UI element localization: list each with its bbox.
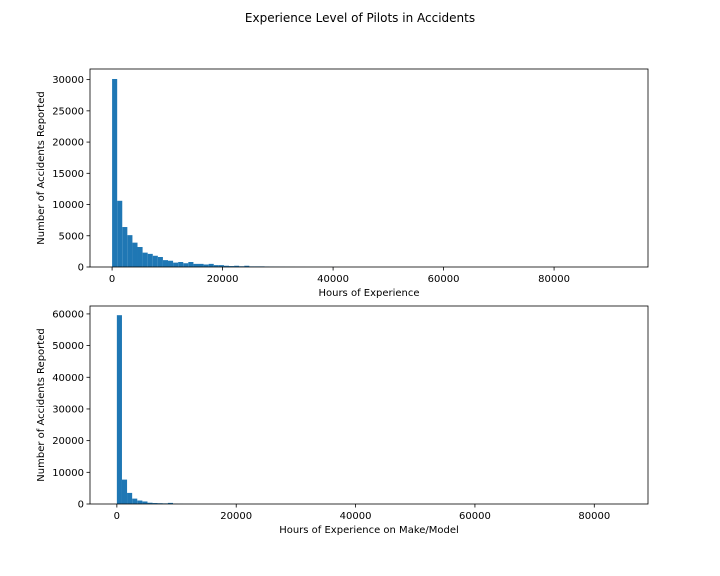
y-tick-label: 30000 xyxy=(52,75,84,86)
histogram-bar xyxy=(188,262,194,267)
histogram-bar xyxy=(198,263,204,267)
histogram-bar xyxy=(137,500,143,504)
y-tick-label: 30000 xyxy=(52,404,84,415)
histogram-bar xyxy=(137,247,143,267)
histogram-bar xyxy=(121,479,128,504)
x-tick-label: 20000 xyxy=(207,274,239,285)
x-tick-label: 80000 xyxy=(578,511,610,522)
histogram-bar xyxy=(152,255,158,267)
histogram-bar xyxy=(223,265,229,267)
histogram-bar xyxy=(132,242,138,267)
histogram-bar xyxy=(167,502,173,504)
histogram-bar xyxy=(193,263,199,267)
y-tick-label: 40000 xyxy=(52,373,84,384)
histogram-bar xyxy=(122,227,128,267)
histogram-bar xyxy=(147,253,153,267)
histogram-bar xyxy=(244,265,250,267)
y-tick-label: 10000 xyxy=(52,468,84,479)
y-tick-label: 10000 xyxy=(52,200,84,211)
y-tick-label: 0 xyxy=(78,500,84,511)
histogram-bar xyxy=(116,315,122,504)
histogram-bar xyxy=(127,235,133,267)
x-axis-label: Hours of Experience on Make/Model xyxy=(279,525,459,536)
axes-frame xyxy=(89,305,649,505)
axes-frame xyxy=(89,68,649,268)
y-tick-label: 0 xyxy=(78,263,84,274)
x-tick-label: 40000 xyxy=(317,274,349,285)
x-tick-label: 0 xyxy=(109,274,115,285)
figure-title: Experience Level of Pilots in Accidents xyxy=(245,11,475,25)
y-tick-label: 60000 xyxy=(52,309,84,320)
histogram-bar xyxy=(218,265,224,267)
histogram-experience: 0 20000 40000 60000 80000 0 5000 10000 15000 2000… xyxy=(36,68,649,299)
histogram-bar xyxy=(117,200,123,267)
x-tick-label: 80000 xyxy=(538,274,570,285)
histogram-bar xyxy=(183,263,189,267)
x-tick-label: 20000 xyxy=(220,511,252,522)
x-axis-label: Hours of Experience xyxy=(318,288,419,299)
histogram-bar xyxy=(213,265,219,267)
y-axis-label: Number of Accidents Reported xyxy=(36,328,47,481)
histogram-bar xyxy=(234,265,240,267)
histogram-bar xyxy=(142,501,148,504)
x-tick-label: 0 xyxy=(114,511,120,522)
histogram-bar xyxy=(178,262,184,267)
histogram-bar xyxy=(229,266,235,267)
histogram-bar xyxy=(132,498,138,504)
histogram-bar xyxy=(208,263,214,267)
y-tick-label: 25000 xyxy=(52,106,84,117)
histogram-bar xyxy=(168,260,174,267)
y-tick-label: 50000 xyxy=(52,341,84,352)
histogram-bar xyxy=(173,262,179,267)
histogram-bar xyxy=(157,257,163,267)
y-tick-label: 5000 xyxy=(59,231,84,242)
histogram-bar xyxy=(142,252,148,267)
histogram-bar xyxy=(203,264,209,267)
y-tick-label: 15000 xyxy=(52,169,84,180)
y-tick-label: 20000 xyxy=(52,436,84,447)
x-tick-label: 40000 xyxy=(340,511,372,522)
y-axis-label: Number of Accidents Reported xyxy=(36,91,47,244)
y-tick-label: 20000 xyxy=(52,138,84,149)
histogram-bar xyxy=(127,492,133,504)
histogram-make-model: 0 20000 40000 60000 80000 0 10000 20000 30000 400… xyxy=(36,305,649,536)
histogram-bar xyxy=(112,78,118,268)
x-tick-label: 60000 xyxy=(459,511,491,522)
histogram-bar xyxy=(147,502,153,504)
histogram-bar xyxy=(152,503,158,504)
x-tick-label: 60000 xyxy=(428,274,460,285)
histogram-bar xyxy=(162,260,169,267)
